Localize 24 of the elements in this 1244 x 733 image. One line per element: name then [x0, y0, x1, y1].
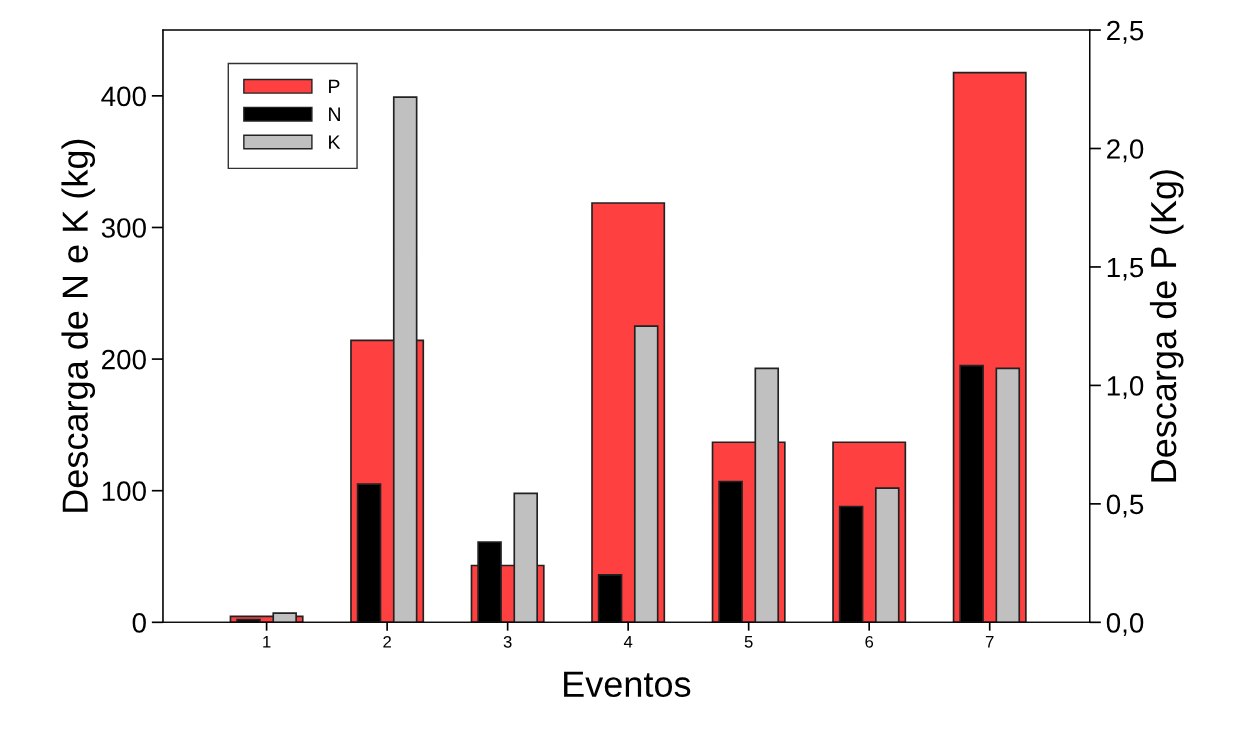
y2-axis-title: Descarga de P (Kg): [1149, 170, 1184, 482]
x-tick-label: 6: [865, 635, 874, 648]
y-tick-label: 100: [102, 481, 146, 502]
y-tick-label: 0: [132, 612, 146, 633]
x-tick-label: 1: [263, 636, 271, 648]
legend-label: K: [329, 135, 341, 149]
x-tick-label: 3: [503, 635, 512, 648]
x-tick-label: 2: [383, 635, 391, 648]
y-axis-title: Descarga de N e K (kg): [61, 139, 96, 512]
y-tick-label: 300: [101, 218, 146, 238]
x-tick-label: 4: [623, 636, 633, 648]
y2-tick-label: 0,5: [1106, 494, 1144, 518]
y-tick-label: 200: [102, 349, 146, 370]
y2-tick-label: 1,5: [1107, 257, 1144, 281]
y2-tick-label: 1,0: [1107, 376, 1144, 400]
y2-tick-label: 2,5: [1107, 20, 1144, 44]
x-axis-title: Eventos: [564, 671, 691, 698]
y-tick-label: 400: [101, 86, 146, 107]
legend-label: N: [329, 107, 340, 121]
y2-tick-label: 0,0: [1106, 612, 1144, 636]
x-tick-label: 5: [744, 636, 753, 648]
x-tick-label: 7: [985, 636, 994, 648]
legend-label: P: [329, 79, 340, 94]
y2-tick-label: 2,0: [1107, 139, 1144, 163]
